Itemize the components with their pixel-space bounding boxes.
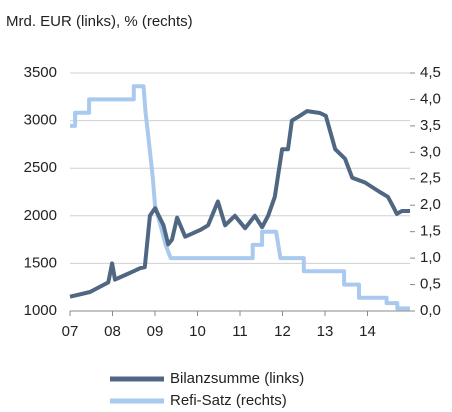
legend-label: Refi-Satz (rechts)	[170, 392, 287, 409]
x-tick-label: 14	[359, 323, 376, 340]
x-tick-label: 09	[147, 323, 164, 340]
series-line	[70, 84, 410, 311]
y2-tick-label: 4,5	[420, 64, 441, 81]
y2-tick-label: 2,5	[420, 170, 441, 187]
x-tick-label: 07	[62, 323, 79, 340]
x-tick-label: 12	[274, 323, 291, 340]
legend-label: Bilanzsumme (links)	[170, 370, 304, 387]
series-line	[69, 109, 410, 299]
chart-title: Mrd. EUR (links), % (rechts)	[6, 13, 193, 30]
y-tick-label: 3000	[24, 112, 57, 129]
y-tick-label: 2000	[24, 207, 57, 224]
y2-tick-label: 1,5	[420, 223, 441, 240]
y2-tick-label: 3,0	[420, 143, 441, 160]
y2-tick-label: 3,5	[420, 117, 441, 134]
x-tick-label: 13	[317, 323, 334, 340]
y2-tick-label: 2,0	[420, 196, 441, 213]
x-tick-label: 11	[232, 323, 248, 340]
y-tick-label: 1500	[24, 254, 57, 271]
y2-tick-label: 0,5	[420, 276, 441, 293]
x-tick-label: 08	[104, 323, 121, 340]
y-tick-label: 1000	[24, 302, 57, 319]
y-tick-label: 2500	[24, 159, 57, 176]
y-tick-label: 3500	[24, 64, 57, 81]
y2-tick-label: 4,0	[420, 90, 441, 107]
y2-tick-label: 1,0	[420, 249, 441, 266]
x-tick-label: 10	[189, 323, 206, 340]
y2-tick-label: 0,0	[420, 302, 441, 319]
